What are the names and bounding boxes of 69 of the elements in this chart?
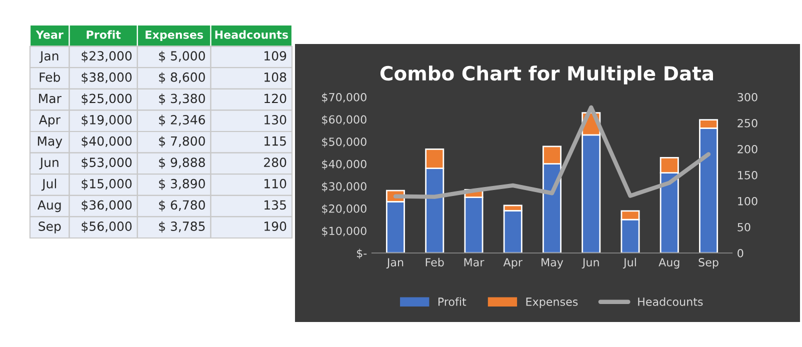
y2-tick-label: 200 — [738, 144, 758, 154]
category-label: Profit — [86, 30, 121, 39]
text: $ 9,888 — [159, 157, 205, 169]
text: Feb — [40, 72, 60, 82]
x-tick-label: Mar — [464, 258, 484, 266]
y2-tick-label: 0 — [738, 248, 744, 258]
text: $19,000 — [82, 114, 132, 126]
text: Aug — [38, 200, 61, 212]
x-tick-label: Aug — [658, 258, 680, 269]
text: $ 3,890 — [159, 178, 205, 190]
text: 130 — [264, 115, 286, 124]
x-tick-label: Sep — [698, 258, 718, 269]
text: $ 7,800 — [159, 136, 205, 148]
text: $38,000 — [82, 72, 132, 84]
text: 109 — [264, 51, 286, 61]
text: 108 — [264, 72, 286, 82]
text: Sep — [38, 222, 61, 234]
text: May — [38, 136, 62, 148]
y-tick-label: $30,000 — [322, 182, 366, 192]
y2-tick-label: 250 — [738, 118, 758, 128]
text: 280 — [264, 158, 286, 168]
text: Mar — [39, 94, 62, 104]
x-tick-label: May — [542, 258, 564, 269]
text: Jan — [39, 51, 58, 63]
y-tick-label: $20,000 — [322, 204, 366, 214]
y2-tick-label: 50 — [738, 222, 750, 232]
text: Apr — [38, 115, 60, 127]
y2-tick-label: 100 — [738, 196, 758, 206]
y-tick-label: $50,000 — [322, 137, 366, 148]
text: $ 6,780 — [159, 200, 205, 212]
chart-title: Combo Chart for Multiple Data — [380, 66, 713, 84]
text: Jul — [41, 178, 56, 191]
x-tick-label: Jun — [582, 258, 599, 269]
legend-label: Headcounts — [638, 297, 703, 306]
category-label: Year — [36, 30, 64, 39]
text: $36,000 — [82, 200, 132, 212]
text: $ 2,346 — [159, 114, 205, 126]
legend-label: Expenses — [526, 298, 578, 308]
category-label: Expenses — [146, 30, 204, 42]
legend-label: Profit — [438, 297, 466, 306]
text: $25,000 — [82, 94, 132, 105]
text: $ 5,000 — [159, 50, 205, 62]
x-tick-label: Apr — [503, 258, 522, 269]
y2-tick-label: 300 — [738, 92, 758, 102]
text: 115 — [264, 136, 286, 146]
text: 110 — [264, 178, 286, 188]
line-series — [393, 105, 711, 199]
x-tick-label: Feb — [426, 258, 444, 266]
text: $ 3,380 — [159, 94, 205, 105]
text: $ 8,600 — [159, 72, 205, 84]
y-tick-label: $40,000 — [322, 160, 366, 170]
y-tick-label: $60,000 — [322, 115, 366, 126]
text: 120 — [264, 94, 286, 104]
y-tick-label: $- — [356, 248, 367, 259]
text: $23,000 — [82, 50, 132, 62]
x-tick-label: Jul — [622, 258, 636, 269]
y2-tick-label: 150 — [738, 170, 758, 180]
text: $40,000 — [82, 136, 132, 148]
text: $ 3,785 — [159, 221, 205, 233]
x-tick-label: Jan — [386, 258, 404, 269]
y-tick-label: $10,000 — [322, 226, 366, 237]
category-label: Headcounts — [215, 30, 288, 39]
text: $15,000 — [82, 178, 132, 190]
text: 135 — [264, 200, 286, 210]
text: $56,000 — [82, 221, 132, 233]
text: 190 — [264, 222, 286, 231]
text: Jun — [39, 158, 58, 170]
text: $53,000 — [82, 157, 132, 169]
y-tick-label: $70,000 — [322, 92, 366, 103]
